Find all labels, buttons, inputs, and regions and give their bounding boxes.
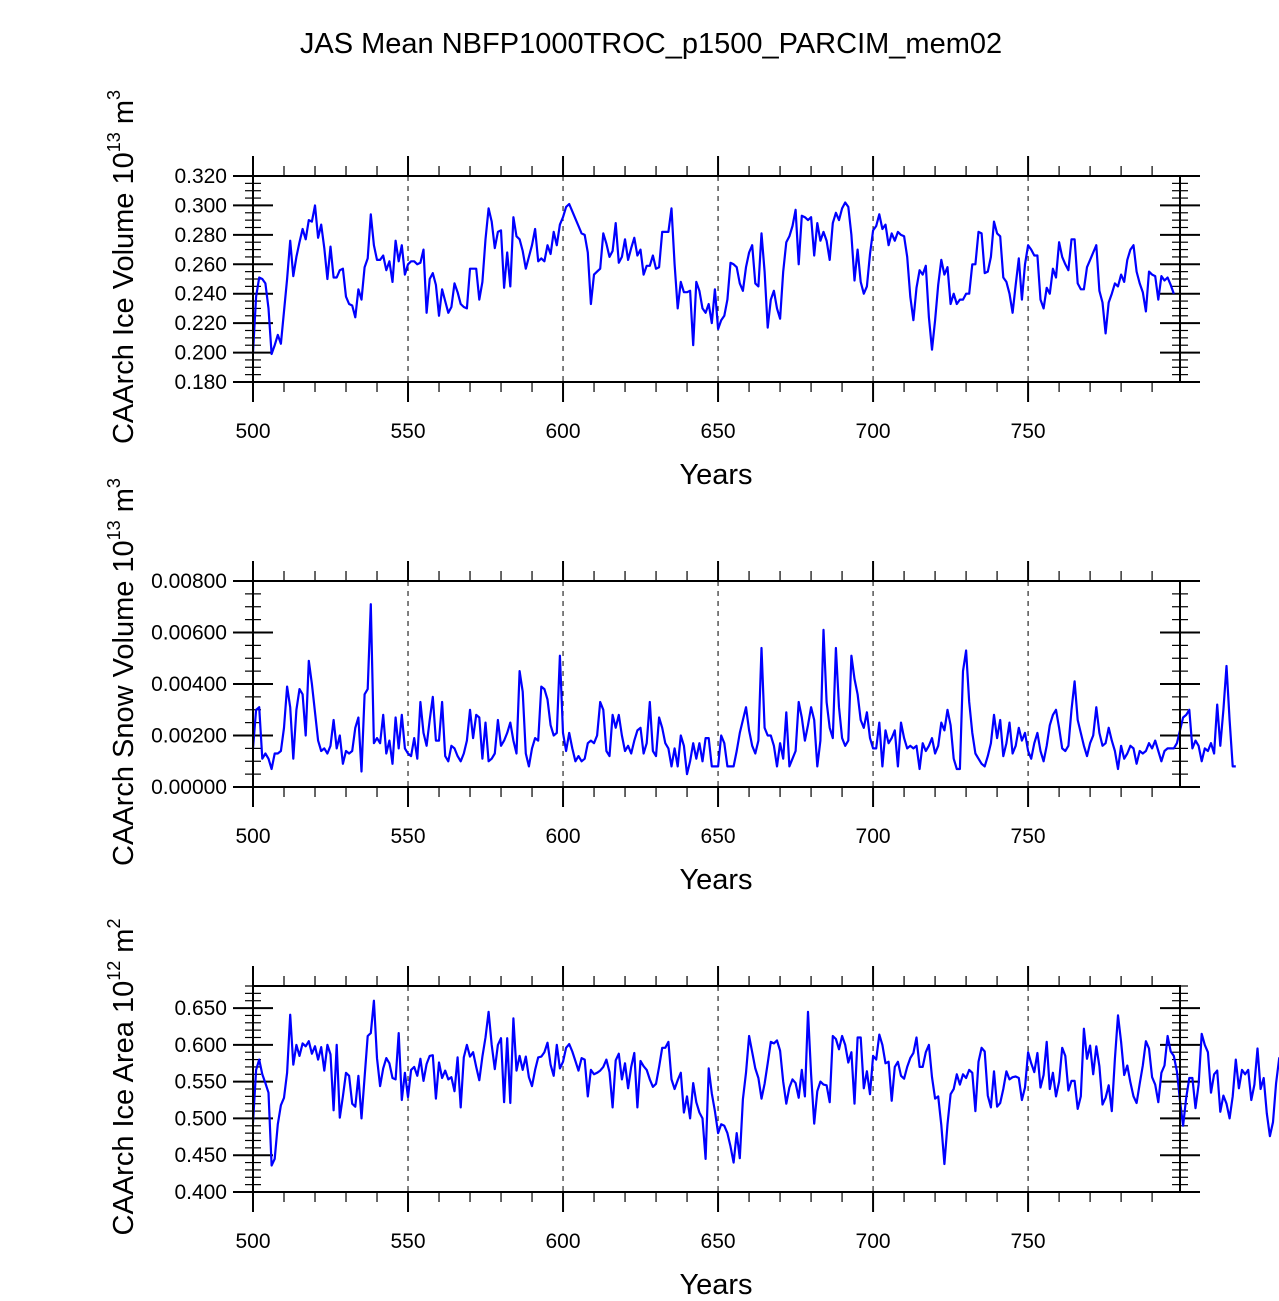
x-tick-label: 750 [1011, 825, 1046, 848]
y-tick-label: 0.00400 [151, 673, 227, 696]
plot-frame [252, 985, 1181, 1193]
x-tick-label: 700 [856, 420, 891, 443]
x-tick-label: 700 [856, 1230, 891, 1253]
x-tick-label: 650 [701, 825, 736, 848]
x-tick-label: 650 [701, 1230, 736, 1253]
x-axis-label: Years [679, 1269, 752, 1301]
x-tick-label: 700 [856, 825, 891, 848]
x-tick-label: 600 [546, 420, 581, 443]
y-tick-label: 0.00800 [151, 570, 227, 593]
x-tick-label: 600 [546, 1230, 581, 1253]
y-tick-label: 0.180 [174, 371, 227, 394]
x-axis-label: Years [679, 864, 752, 896]
chart-title: JAS Mean NBFP1000TROC_p1500_PARCIM_mem02 [300, 28, 1002, 60]
x-tick-label: 550 [390, 420, 425, 443]
y-tick-label: 0.500 [174, 1107, 227, 1130]
x-tick-label: 600 [546, 825, 581, 848]
y-tick-label: 0.220 [174, 312, 227, 335]
y-axis-label: CAArch Snow Volume 1013 m3 [104, 478, 140, 866]
x-tick-label: 500 [235, 1230, 270, 1253]
y-tick-label: 0.00600 [151, 622, 227, 645]
panel-3: 0.650 0.600 0.550 0.500 0.450 0.400 500 550 600 6… [104, 919, 1279, 1301]
x-tick-label: 500 [235, 825, 270, 848]
y-tick-label: 0.600 [174, 1034, 227, 1057]
plot-frame [252, 580, 1181, 788]
y-axis-label: CAArch Ice Volume 1013 m3 [104, 90, 140, 444]
x-tick-label: 650 [701, 420, 736, 443]
series-line [251, 999, 1279, 1167]
y-tick-label: 0.320 [174, 165, 227, 188]
y-tick-label: 0.400 [174, 1181, 227, 1204]
y-tick-label: 0.240 [174, 283, 227, 306]
panel-1: 0.320 0.300 0.280 0.260 0.240 0.220 0.200 0.180… [104, 90, 1200, 491]
y-tick-label: 0.00000 [151, 776, 227, 799]
x-tick-label: 550 [390, 825, 425, 848]
plot-frame [252, 175, 1181, 383]
x-tick-label: 500 [235, 420, 270, 443]
x-tick-label: 750 [1011, 1230, 1046, 1253]
y-tick-label: 0.260 [174, 253, 227, 276]
series-line [251, 201, 1175, 356]
y-tick-label: 0.200 [174, 342, 227, 365]
y-tick-label: 0.00200 [151, 725, 227, 748]
panel-2: 0.00800 0.00600 0.00400 0.00200 0.00000 500 55… [104, 478, 1236, 896]
x-axis-label: Years [679, 459, 752, 491]
x-tick-label: 750 [1011, 420, 1046, 443]
y-tick-label: 0.650 [174, 997, 227, 1020]
y-tick-label: 0.300 [174, 194, 227, 217]
series-line [251, 603, 1236, 776]
y-tick-label: 0.550 [174, 1071, 227, 1094]
y-axis-label: CAArch Ice Area 1012 m2 [104, 919, 140, 1236]
y-tick-label: 0.450 [174, 1144, 227, 1167]
y-tick-label: 0.280 [174, 224, 227, 247]
x-tick-label: 550 [390, 1230, 425, 1253]
